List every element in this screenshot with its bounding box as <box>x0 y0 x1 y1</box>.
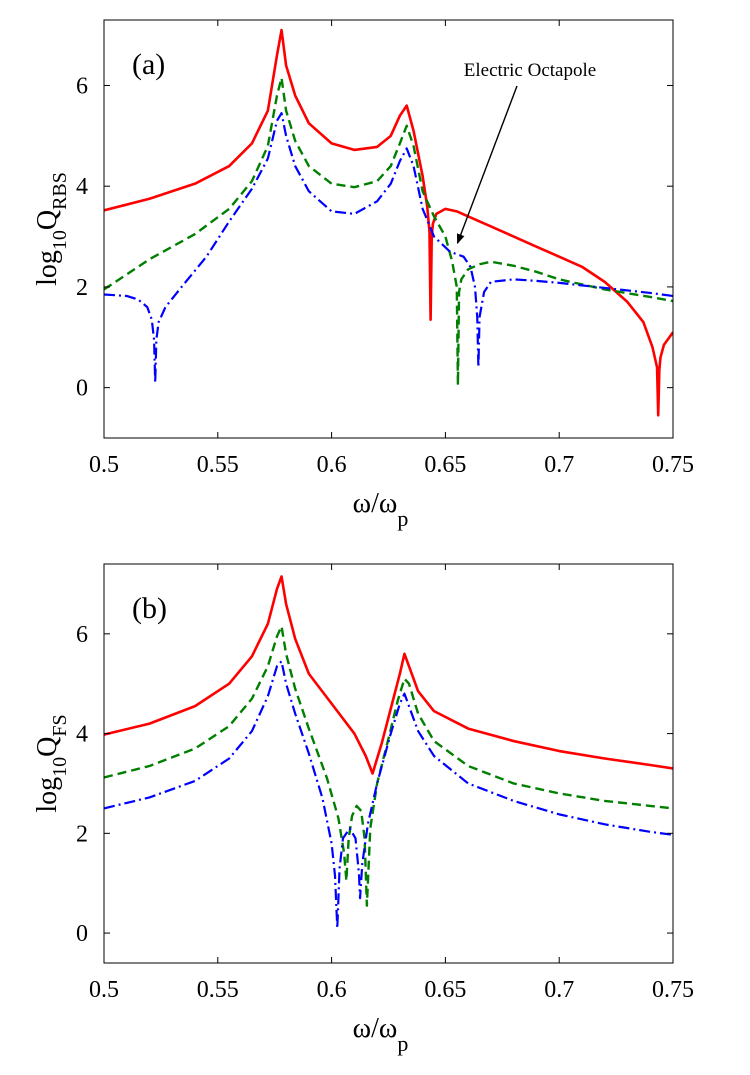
y-tick-label: 6 <box>76 73 88 99</box>
y-tick-label: 2 <box>76 275 88 301</box>
y-tick-label: 4 <box>76 174 88 200</box>
series-line-dashdot <box>104 112 673 384</box>
y-tick-label: 2 <box>76 821 88 847</box>
panel-b: 0.5 0.55 0.6 0.65 0.7 0.75 0 2 4 6 (b) ω/ωp log10QFS <box>32 563 694 1056</box>
x-tick-label: 0.65 <box>424 452 466 478</box>
series-line-dashed <box>104 625 673 907</box>
x-tick-label: 0.6 <box>317 977 347 1003</box>
x-tick-label: 0.5 <box>89 452 119 478</box>
x-tick-label: 0.55 <box>197 452 239 478</box>
y-axis-label: log10QFS <box>32 714 71 812</box>
x-tick-label: 0.55 <box>197 977 239 1003</box>
series-line-dashed <box>104 76 673 387</box>
series-line-solid <box>104 28 673 417</box>
x-tick-label: 0.65 <box>424 977 466 1003</box>
y-axis-label: log10QRBS <box>32 172 71 286</box>
x-axis-label: ω/ωp <box>353 488 409 531</box>
x-axis-label: ω/ωp <box>353 1013 409 1056</box>
axes-frame <box>103 563 674 964</box>
series-line-dashdot <box>104 660 673 930</box>
y-tick-label: 0 <box>76 921 88 947</box>
annotation-arrow <box>456 85 518 245</box>
axes-frame <box>103 19 674 439</box>
y-tick-label: 6 <box>76 622 88 648</box>
x-tick-label: 0.7 <box>544 977 574 1003</box>
panel-label: (a) <box>132 48 165 81</box>
x-tick-label: 0.5 <box>89 977 119 1003</box>
x-tick-label: 0.7 <box>544 452 574 478</box>
annotation-label: Electric Octapole <box>464 60 596 81</box>
x-tick-label: 0.75 <box>652 452 694 478</box>
y-tick-label: 4 <box>76 722 88 748</box>
series-line-solid <box>104 575 673 775</box>
x-tick-label: 0.6 <box>317 452 347 478</box>
panel-label: (b) <box>132 592 167 625</box>
y-tick-label: 0 <box>76 376 88 402</box>
panel-a: 0.5 0.55 0.6 0.65 0.7 0.75 0 2 4 6 (a) ω/ωp log10QRB… <box>32 19 694 531</box>
x-tick-label: 0.75 <box>652 977 694 1003</box>
